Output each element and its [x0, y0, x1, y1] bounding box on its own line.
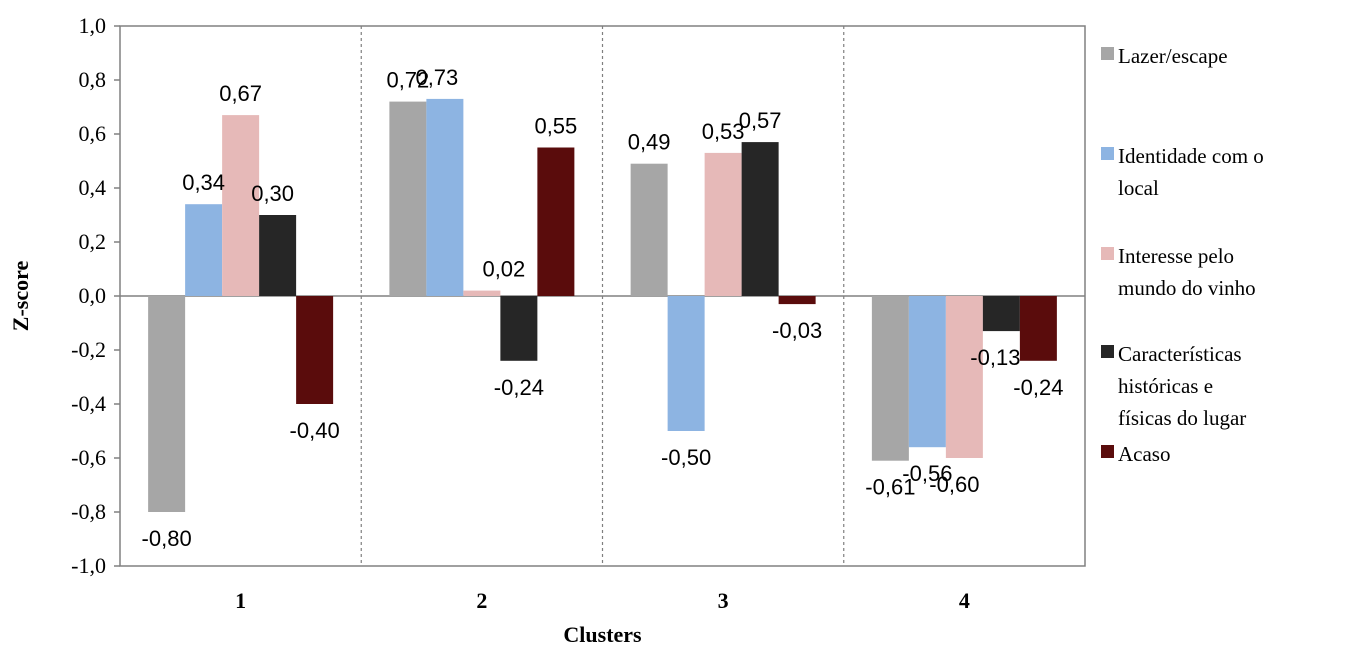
data-labels: -0,80 0,72 0,49 -0,61 0,34 0,73 -0,50 -0,56 0,67… — [142, 65, 1064, 551]
x-tick-label: 2 — [476, 588, 487, 613]
y-tick-label: 0,4 — [79, 175, 107, 200]
bar — [296, 296, 334, 404]
bar — [500, 296, 538, 361]
data-label: 0,73 — [415, 65, 458, 90]
data-label: 0,49 — [628, 130, 671, 155]
y-tick-label: 0,2 — [79, 229, 107, 254]
y-tick-label: 1,0 — [79, 13, 107, 38]
legend-label: local — [1118, 176, 1159, 200]
bar — [1019, 296, 1057, 361]
data-label: -0,61 — [865, 475, 915, 500]
data-label: -0,13 — [970, 345, 1020, 370]
legend-label: Lazer/escape — [1118, 44, 1228, 68]
y-tick-label: -0,2 — [71, 337, 106, 362]
legend-label: Identidade com o — [1118, 144, 1264, 168]
data-label: 0,55 — [534, 114, 577, 139]
data-label: 0,53 — [702, 119, 745, 144]
bar — [778, 296, 816, 305]
data-label: -0,24 — [1013, 375, 1063, 400]
x-tick-label: 1 — [235, 588, 246, 613]
bar — [704, 152, 742, 296]
bar — [185, 204, 223, 296]
y-tick-label: 0,0 — [79, 283, 107, 308]
data-label: 0,72 — [386, 68, 429, 93]
data-label: 0,34 — [182, 170, 225, 195]
bar — [630, 163, 668, 296]
x-axis-title: Clusters — [563, 622, 642, 647]
legend-label: Características — [1118, 342, 1242, 366]
bar — [667, 296, 705, 431]
bar — [463, 290, 501, 296]
data-label: -0,80 — [142, 526, 192, 551]
data-label: 0,02 — [482, 257, 525, 282]
bars — [148, 98, 1057, 512]
x-tick-label: 4 — [959, 588, 970, 613]
data-label: -0,60 — [929, 472, 979, 497]
bar — [537, 147, 575, 296]
data-label: 0,67 — [219, 81, 262, 106]
legend-swatch — [1101, 445, 1114, 458]
y-tick-label: -0,8 — [71, 499, 106, 524]
bar — [982, 296, 1020, 332]
data-label: -0,56 — [902, 461, 952, 486]
data-label: -0,24 — [494, 375, 544, 400]
legend-label: Acaso — [1118, 442, 1170, 466]
x-tick-label: 3 — [718, 588, 729, 613]
bar — [259, 215, 297, 296]
legend-label: físicas do lugar — [1118, 406, 1246, 430]
y-tick-label: -1,0 — [71, 553, 106, 578]
legend-swatch — [1101, 47, 1114, 60]
bar — [945, 296, 983, 458]
y-tick-label: 0,8 — [79, 67, 107, 92]
bar — [908, 296, 946, 448]
data-label: -0,03 — [772, 318, 822, 343]
legend-swatch — [1101, 345, 1114, 358]
bar — [148, 296, 186, 512]
axes: 1,0 0,8 0,6 0,4 0,2 0,0 -0,2 -0,4 -0,6 -0,8 -1,0 1 2… — [71, 13, 1086, 613]
legend-swatch — [1101, 147, 1114, 160]
bar — [222, 115, 260, 296]
y-axis-title: Z-score — [8, 261, 33, 332]
y-tick-label: -0,6 — [71, 445, 106, 470]
data-label: 0,30 — [251, 181, 294, 206]
bar — [741, 142, 779, 296]
bar — [871, 296, 909, 461]
data-label: 0,57 — [739, 108, 782, 133]
legend: Lazer/escape Identidade com o local Interes… — [1101, 44, 1264, 466]
legend-label: mundo do vinho — [1118, 276, 1256, 300]
legend-swatch — [1101, 247, 1114, 260]
legend-label: Interesse pelo — [1118, 244, 1234, 268]
bar — [426, 98, 464, 297]
data-label: -0,50 — [661, 445, 711, 470]
data-label: -0,40 — [290, 418, 340, 443]
y-tick-label: -0,4 — [71, 391, 106, 416]
y-tick-label: 0,6 — [79, 121, 107, 146]
legend-label: históricas e — [1118, 374, 1213, 398]
bar — [389, 101, 427, 296]
